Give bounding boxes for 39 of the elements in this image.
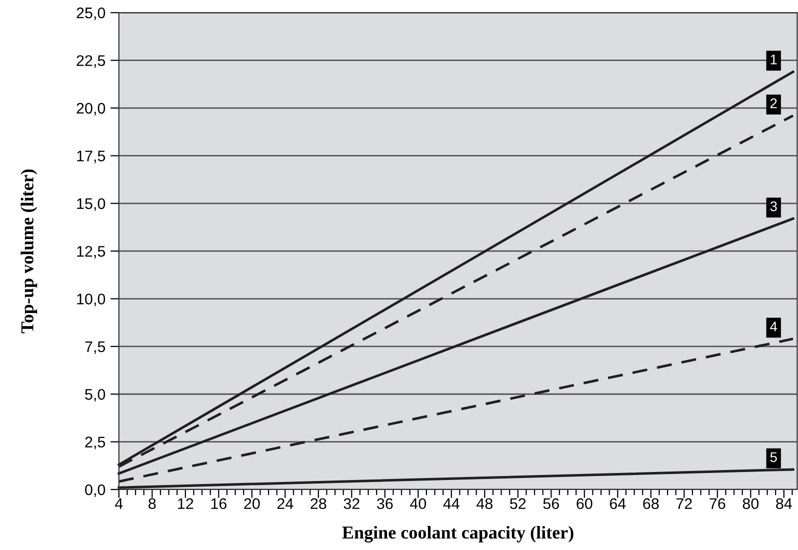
x-tick-label: 80	[742, 498, 759, 510]
y-tick-label: 12,5	[77, 246, 106, 259]
y-tick-label: 17,5	[77, 150, 106, 164]
x-tick-label: 60	[576, 498, 592, 510]
x-tick-label: 36	[376, 498, 393, 510]
x-tick-label: 20	[244, 498, 260, 510]
x-axis-title: Engine coolant capacity (liter)	[342, 526, 574, 542]
x-tick-label: 40	[410, 498, 426, 510]
y-tick-label: 25,0	[76, 8, 106, 20]
x-tick-label: 68	[643, 498, 659, 510]
x-tick-label: 8	[148, 498, 156, 510]
series-label: 3	[770, 201, 777, 212]
series-label: 5	[770, 452, 777, 462]
y-tick-label: 22,5	[76, 55, 106, 68]
x-tick-label: 16	[211, 498, 226, 510]
y-tick-label: 7,5	[85, 341, 106, 354]
x-tick-label: 4	[115, 498, 123, 509]
x-tick-label: 44	[443, 498, 460, 509]
x-tick-label: 72	[676, 498, 692, 509]
y-tick-label: 2,5	[85, 436, 106, 450]
x-tick-label: 12	[178, 498, 194, 509]
series-label: 4	[770, 322, 778, 332]
x-tick-label: 28	[310, 498, 326, 510]
y-tick-label: 10,0	[77, 294, 106, 306]
x-tick-label: 64	[610, 498, 626, 510]
x-tick-label: 48	[476, 498, 492, 510]
y-tick-label: 5,0	[85, 389, 106, 402]
x-tick-label: 32	[344, 498, 360, 510]
y-tick-label: 15,0	[77, 198, 106, 211]
series-label: 2	[770, 98, 777, 108]
x-tick-label: 84	[776, 498, 792, 510]
y-axis-title: Top-up volume (liter)	[20, 169, 38, 334]
series-label: 1	[770, 54, 777, 64]
x-tick-label: 52	[510, 498, 526, 510]
y-tick-label: 20,0	[76, 102, 106, 116]
x-tick-label: 56	[543, 498, 559, 510]
x-tick-label: 76	[710, 498, 726, 510]
y-tick-label: 0,0	[85, 484, 106, 497]
x-tick-label: 24	[277, 498, 294, 509]
